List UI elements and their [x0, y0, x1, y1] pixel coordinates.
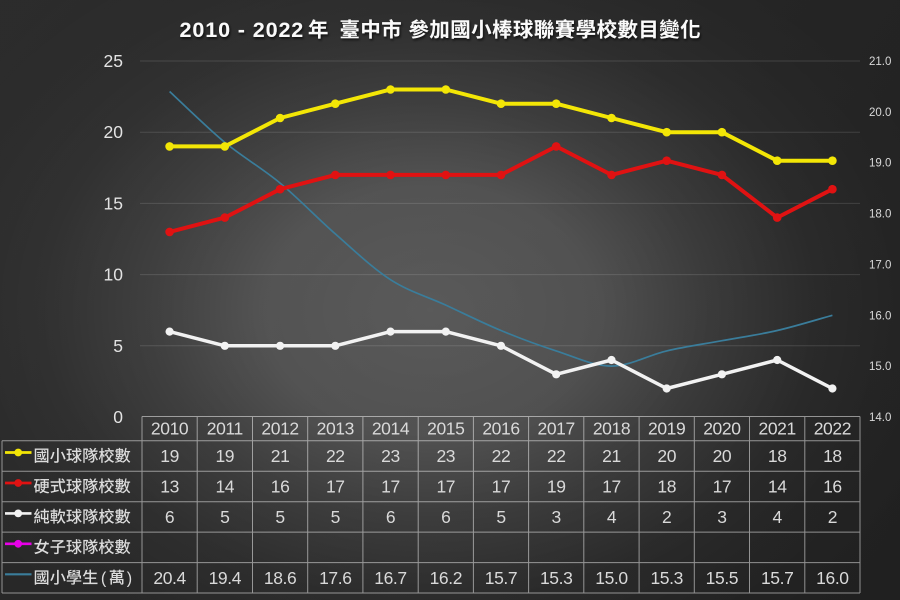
svg-text:18.0: 18.0 — [869, 209, 891, 221]
svg-text:6: 6 — [441, 507, 450, 527]
svg-text:15.0: 15.0 — [869, 361, 891, 373]
svg-text:15.3: 15.3 — [650, 568, 682, 588]
svg-text:5: 5 — [275, 507, 284, 527]
svg-text:23: 23 — [381, 446, 400, 466]
svg-text:19: 19 — [160, 446, 179, 466]
svg-text:2020: 2020 — [703, 419, 741, 439]
svg-text:3: 3 — [552, 507, 561, 527]
svg-text:6: 6 — [165, 507, 174, 527]
svg-text:18: 18 — [768, 446, 787, 466]
svg-text:25: 25 — [104, 51, 123, 71]
svg-text:20.0: 20.0 — [869, 107, 891, 119]
svg-text:2013: 2013 — [317, 419, 354, 439]
svg-text:19.4: 19.4 — [209, 568, 242, 588]
svg-text:22: 22 — [492, 446, 511, 466]
svg-text:15.5: 15.5 — [706, 568, 738, 588]
svg-text:16.2: 16.2 — [430, 568, 462, 588]
svg-text:2018: 2018 — [593, 419, 630, 439]
svg-text:5: 5 — [220, 507, 229, 527]
svg-text:2014: 2014 — [372, 419, 410, 439]
svg-text:20: 20 — [104, 122, 124, 142]
svg-text:2017: 2017 — [538, 419, 575, 439]
svg-text:16: 16 — [271, 477, 290, 497]
svg-text:10: 10 — [104, 265, 124, 285]
svg-text:15.0: 15.0 — [595, 568, 628, 588]
svg-text:19: 19 — [547, 477, 566, 497]
svg-text:21: 21 — [271, 446, 290, 466]
svg-text:15.7: 15.7 — [485, 568, 517, 588]
svg-text:5: 5 — [331, 507, 340, 527]
svg-text:16.0: 16.0 — [869, 310, 891, 322]
svg-text:6: 6 — [386, 507, 395, 527]
svg-text:17: 17 — [436, 477, 455, 497]
svg-text:20: 20 — [657, 446, 676, 466]
svg-text:5: 5 — [496, 507, 505, 527]
svg-text:15.7: 15.7 — [761, 568, 793, 588]
svg-text:2012: 2012 — [261, 419, 298, 439]
svg-text:19: 19 — [215, 446, 234, 466]
svg-text:20: 20 — [713, 446, 732, 466]
svg-text:13: 13 — [160, 477, 179, 497]
svg-text:5: 5 — [113, 336, 123, 356]
svg-text:2019: 2019 — [648, 419, 685, 439]
svg-text:17: 17 — [381, 477, 400, 497]
svg-text:): ) — [127, 569, 132, 587]
svg-text:17: 17 — [492, 477, 511, 497]
svg-text:(: ( — [101, 569, 107, 587]
svg-text:17: 17 — [602, 477, 621, 497]
svg-text:14: 14 — [215, 477, 234, 497]
svg-text:14: 14 — [768, 477, 787, 497]
svg-text:17: 17 — [326, 477, 345, 497]
svg-text:2011: 2011 — [207, 419, 243, 439]
svg-text:21: 21 — [602, 446, 621, 466]
svg-text:2: 2 — [662, 507, 671, 527]
svg-text:23: 23 — [436, 446, 455, 466]
svg-text:17.6: 17.6 — [319, 568, 351, 588]
svg-text:15: 15 — [104, 193, 123, 213]
svg-text:22: 22 — [547, 446, 566, 466]
svg-text:2010 - 2022: 2010 - 2022 — [180, 18, 305, 42]
svg-text:17.0: 17.0 — [869, 259, 891, 271]
svg-text:16.7: 16.7 — [374, 568, 406, 588]
svg-text:19.0: 19.0 — [869, 158, 891, 170]
svg-text:2010: 2010 — [151, 419, 189, 439]
svg-text:2: 2 — [828, 507, 837, 527]
svg-text:14.0: 14.0 — [869, 412, 891, 424]
svg-text:18: 18 — [823, 446, 842, 466]
svg-text:2015: 2015 — [427, 419, 464, 439]
svg-text:16.0: 16.0 — [816, 568, 849, 588]
svg-text:22: 22 — [326, 446, 345, 466]
svg-text:2016: 2016 — [482, 419, 519, 439]
svg-text:4: 4 — [773, 507, 783, 527]
svg-text:18: 18 — [657, 477, 676, 497]
svg-text:2022: 2022 — [814, 419, 851, 439]
svg-text:3: 3 — [717, 507, 726, 527]
svg-text:15.3: 15.3 — [540, 568, 572, 588]
svg-text:20.4: 20.4 — [153, 568, 186, 588]
svg-text:17: 17 — [713, 477, 732, 497]
svg-text:18.6: 18.6 — [264, 568, 296, 588]
svg-text:4: 4 — [607, 507, 617, 527]
svg-text:0: 0 — [113, 407, 123, 427]
svg-text:21.0: 21.0 — [869, 56, 891, 68]
svg-text:2021: 2021 — [759, 419, 796, 439]
svg-text:16: 16 — [823, 477, 842, 497]
